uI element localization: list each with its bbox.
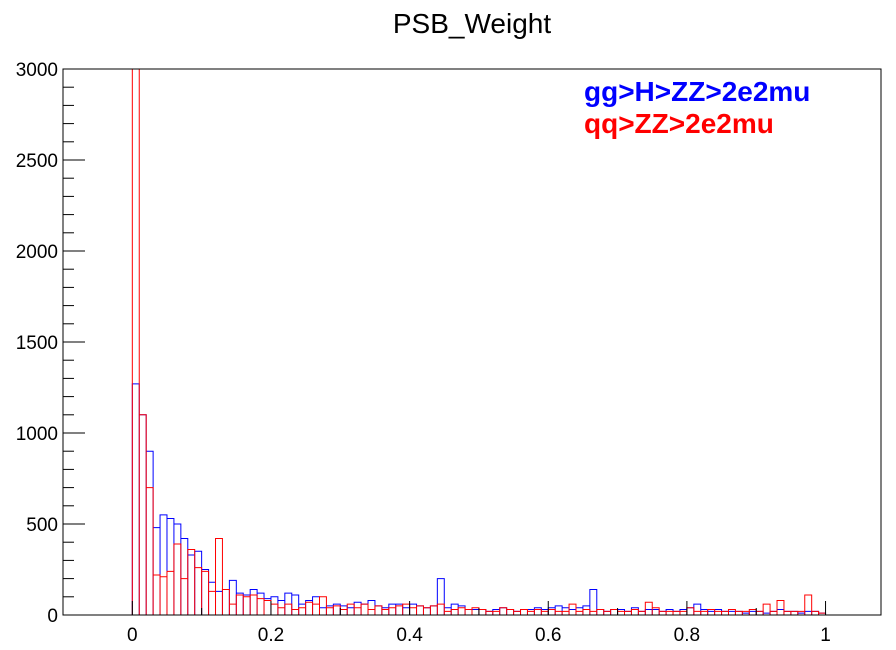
y-tick-label: 1000 (16, 424, 58, 445)
y-tick-label: 500 (26, 515, 58, 536)
y-tick-label: 3000 (16, 60, 58, 81)
x-tick-label: 0 (127, 625, 138, 646)
y-tick-label: 0 (47, 606, 58, 627)
axis-layer: 0 0.2 0.4 0.6 0.8 1 0 500 1000 1500 2000 2500 3000 (16, 60, 831, 646)
legend-entry-background: qq>ZZ>2e2mu (584, 108, 774, 139)
y-tick-label: 2000 (16, 242, 58, 263)
chart-title: PSB_Weight (393, 8, 551, 39)
x-tick-label: 0.6 (535, 625, 561, 646)
x-tick-label: 0.2 (258, 625, 284, 646)
x-tick-label: 0.4 (396, 625, 423, 646)
legend: gg>H>ZZ>2e2mu qq>ZZ>2e2mu (584, 76, 810, 139)
y-tick-label: 1500 (16, 333, 58, 354)
x-tick-label: 0.8 (674, 625, 700, 646)
legend-entry-signal: gg>H>ZZ>2e2mu (584, 76, 810, 107)
x-tick-label: 1 (820, 625, 831, 646)
y-tick-label: 2500 (16, 151, 58, 172)
